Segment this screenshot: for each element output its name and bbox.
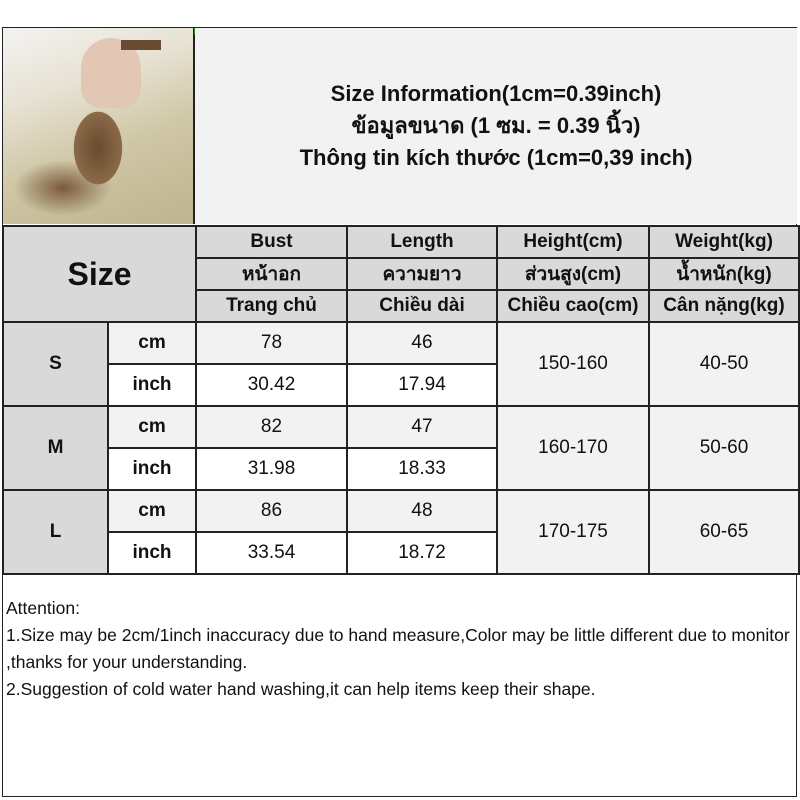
title-vietnamese: Thông tin kích thước (1cm=0,39 inch) [299, 145, 693, 170]
bust-cm: 86 [195, 489, 348, 533]
col-length-en: Length [346, 225, 498, 259]
col-height-th: ส่วนสูง(cm) [496, 257, 650, 291]
size-label: M [2, 405, 109, 491]
table-row: inch 31.98 18.33 [3, 447, 799, 491]
length-cm: 47 [346, 405, 498, 449]
bust-inch: 33.54 [195, 531, 348, 575]
size-table: Size Bust Length Height(cm) Weight(kg) ห… [2, 225, 800, 575]
height-range: 160-170 [496, 405, 650, 491]
unit-inch: inch [107, 447, 197, 491]
table-row: inch 33.54 18.72 [3, 531, 799, 575]
bust-cm: 82 [195, 405, 348, 449]
product-photo [3, 28, 195, 224]
length-inch: 18.33 [346, 447, 498, 491]
col-weight-vi: Cân nặng(kg) [648, 289, 800, 323]
unit-inch: inch [107, 363, 197, 407]
unit-cm: cm [107, 489, 197, 533]
attention-heading: Attention: [6, 598, 80, 618]
title-english: Size Information(1cm=0.39inch) [330, 81, 662, 106]
bust-cm: 78 [195, 321, 348, 365]
weight-range: 40-50 [648, 321, 800, 407]
weight-range: 60-65 [648, 489, 800, 575]
photo-choker [121, 40, 161, 50]
length-inch: 18.72 [346, 531, 498, 575]
size-info-title: Size Information(1cm=0.39inch) ข้อมูลขนา… [195, 28, 797, 224]
height-range: 150-160 [496, 321, 650, 407]
unit-cm: cm [107, 321, 197, 365]
col-length-vi: Chiều dài [346, 289, 498, 323]
unit-cm: cm [107, 405, 197, 449]
col-bust-en: Bust [195, 225, 348, 259]
weight-range: 50-60 [648, 405, 800, 491]
bust-inch: 31.98 [195, 447, 348, 491]
attention-note-1: 1.Size may be 2cm/1inch inaccuracy due t… [6, 625, 790, 672]
attention-note-2: 2.Suggestion of cold water hand washing,… [6, 679, 596, 699]
size-header: Size [2, 225, 197, 323]
col-bust-vi: Trang chủ [195, 289, 348, 323]
col-weight-th: น้ำหนัก(kg) [648, 257, 800, 291]
col-weight-en: Weight(kg) [648, 225, 800, 259]
size-label: L [2, 489, 109, 575]
unit-inch: inch [107, 531, 197, 575]
length-cm: 46 [346, 321, 498, 365]
bust-inch: 30.42 [195, 363, 348, 407]
col-height-en: Height(cm) [496, 225, 650, 259]
length-cm: 48 [346, 489, 498, 533]
attention-notes: Attention: 1.Size may be 2cm/1inch inacc… [3, 593, 796, 796]
height-range: 170-175 [496, 489, 650, 575]
col-bust-th: หน้าอก [195, 257, 348, 291]
table-row: M cm 82 47 160-170 50-60 [2, 405, 800, 491]
length-inch: 17.94 [346, 363, 498, 407]
table-row: L cm 86 48 170-175 60-65 [2, 489, 800, 575]
table-row: S cm 78 46 150-160 40-50 [2, 321, 800, 407]
size-label: S [2, 321, 109, 407]
col-height-vi: Chiều cao(cm) [496, 289, 650, 323]
col-length-th: ความยาว [346, 257, 498, 291]
table-row: inch 30.42 17.94 [3, 363, 799, 407]
title-thai: ข้อมูลขนาด (1 ซม. = 0.39 นิ้ว) [351, 113, 641, 138]
